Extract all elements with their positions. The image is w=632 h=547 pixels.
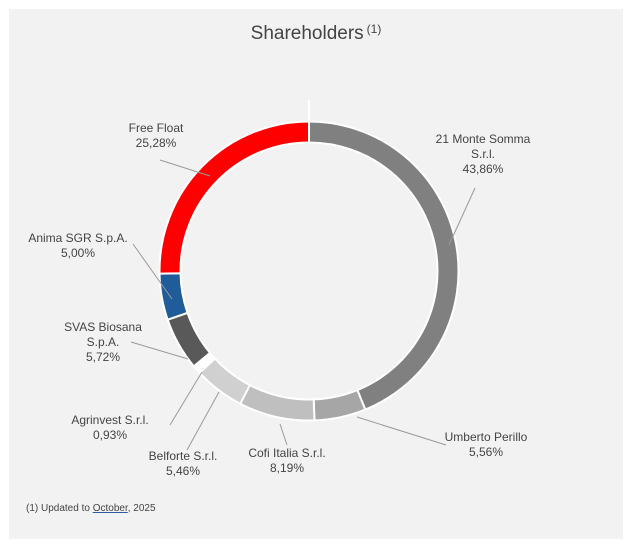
- footnote-suffix: , 2025: [127, 503, 156, 514]
- slice-name-label: 21 Monte Somma: [436, 132, 531, 146]
- slice-free-float[interactable]: [158, 120, 310, 275]
- leader-line: [159, 159, 211, 177]
- slice-value-label: 5,00%: [61, 246, 95, 260]
- slice-name-label: Free Float: [129, 121, 184, 135]
- leader-line: [279, 423, 288, 446]
- slice-label: Cofi Italia S.r.l. 8,19%: [248, 446, 325, 475]
- slice-label: Free Float 25,28%: [129, 121, 184, 150]
- slice-value-label: 0,93%: [93, 428, 127, 442]
- slice-name-label: Anima SGR S.p.A.: [28, 231, 127, 245]
- slice-label: Umberto Perillo 5,56%: [445, 430, 528, 459]
- slice-value-label: 5,56%: [469, 445, 503, 459]
- chart-title-text: Shareholders: [250, 23, 364, 44]
- chart-title: Shareholders (1): [0, 22, 632, 45]
- slice-labels: 21 Monte Somma S.r.l. 43,86% Umberto Perill…: [28, 121, 530, 478]
- slice-value-label: 5,72%: [86, 350, 120, 364]
- leader-line: [130, 341, 189, 360]
- slice-name-label: Agrinvest S.r.l.: [71, 413, 148, 427]
- slice-value-label: 5,46%: [166, 464, 200, 478]
- leader-line: [169, 371, 203, 426]
- leader-line: [186, 391, 220, 451]
- slice-21-monte-somma-s-r-l[interactable]: [308, 120, 460, 411]
- slice-anima-sgr-s-p-a[interactable]: [158, 272, 189, 321]
- slice-name-label: Umberto Perillo: [445, 430, 528, 444]
- footnote: (1) Updated to October, 2025: [26, 503, 156, 514]
- slice-svas-biosana-s-p-a[interactable]: [166, 311, 212, 368]
- slice-name-label: S.p.A.: [87, 335, 120, 349]
- slice-name-label: Belforte S.r.l.: [149, 449, 218, 463]
- chart-panel: [9, 9, 623, 539]
- slice-value-label: 8,19%: [270, 461, 304, 475]
- slice-label: Anima SGR S.p.A. 5,00%: [28, 231, 127, 260]
- leader-line: [356, 416, 447, 446]
- leader-lines: [130, 159, 476, 451]
- slice-umberto-perillo[interactable]: [312, 388, 367, 422]
- slice-value-label: 43,86%: [463, 162, 504, 176]
- donut-slices: [158, 99, 460, 422]
- footnote-link[interactable]: October: [92, 503, 128, 514]
- slice-label: Belforte S.r.l. 5,46%: [149, 449, 218, 478]
- slice-value-label: 25,28%: [136, 136, 177, 150]
- slice-name-label: Cofi Italia S.r.l.: [248, 446, 325, 460]
- slice-name-label: SVAS Biosana: [64, 320, 142, 334]
- slice-cofi-italia-s-r-l[interactable]: [238, 383, 316, 422]
- slice-label: 21 Monte Somma S.r.l. 43,86%: [436, 132, 531, 176]
- footnote-prefix: (1) Updated to: [26, 503, 93, 514]
- leader-line: [448, 187, 476, 246]
- slice-label: Agrinvest S.r.l. 0,93%: [71, 413, 148, 442]
- leader-line: [132, 243, 173, 300]
- slice-name-label: S.r.l.: [471, 147, 495, 161]
- title-footnote-marker: (1): [366, 22, 382, 36]
- slice-label: SVAS Biosana S.p.A. 5,72%: [64, 320, 142, 364]
